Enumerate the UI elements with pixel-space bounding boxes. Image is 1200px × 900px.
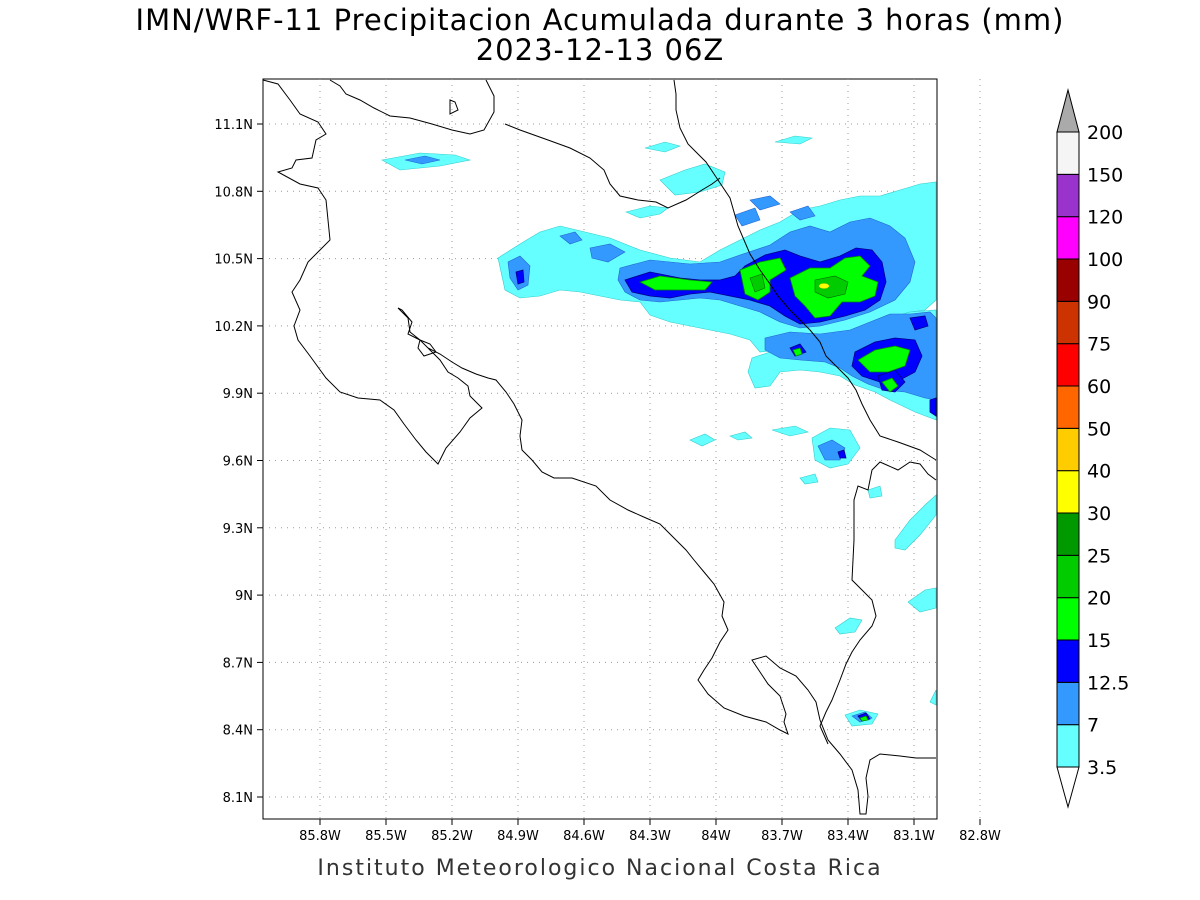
precipitation-field bbox=[381, 135, 937, 727]
colorbar-label: 50 bbox=[1087, 418, 1111, 440]
tick-label-lon: 83.7W bbox=[761, 829, 803, 844]
tick-label-lon: 84.6W bbox=[563, 829, 605, 844]
colorbar-segment bbox=[1056, 173, 1080, 218]
colorbar-segment bbox=[1056, 512, 1080, 556]
colorbar-segment bbox=[1056, 681, 1080, 726]
tick-label-lat: 11.1N bbox=[214, 118, 253, 133]
tick-label-lat: 10.8N bbox=[214, 185, 253, 200]
tick-label-lon: 83.4W bbox=[827, 829, 869, 844]
tick-label-lon: 85.2W bbox=[431, 829, 473, 844]
colorbar-label: 150 bbox=[1087, 164, 1123, 186]
colorbar-segment bbox=[1056, 258, 1080, 302]
tick-label-lon: 82.8W bbox=[959, 829, 1001, 844]
tick-label-lat: 9N bbox=[235, 589, 253, 604]
colorbar-segment bbox=[1056, 427, 1080, 472]
tick-label-lat: 9.6N bbox=[223, 455, 253, 470]
colorbar-upper-arrow bbox=[1056, 88, 1080, 133]
map-title: IMN/WRF-11 Precipitacion Acumulada duran… bbox=[135, 3, 1065, 37]
colorbar: 3.5 7 12.5 15 20 25 30 40 50 60 75 90 100 120 150 200 bbox=[1056, 88, 1129, 809]
colorbar-label: 30 bbox=[1087, 503, 1111, 525]
tick-label-lon: 85.5W bbox=[365, 829, 407, 844]
tick-label-lat: 8.1N bbox=[223, 791, 253, 806]
colorbar-segment bbox=[1056, 639, 1080, 683]
colorbar-label: 7 bbox=[1087, 715, 1099, 737]
colorbar-segment bbox=[1056, 554, 1080, 599]
tick-label-lon: 85.8W bbox=[299, 829, 341, 844]
colorbar-label: 100 bbox=[1087, 249, 1123, 271]
tick-label-lat: 9.9N bbox=[223, 387, 253, 402]
colorbar-segment bbox=[1056, 216, 1080, 260]
tick-label-lat: 10.5N bbox=[214, 253, 253, 268]
colorbar-segment bbox=[1056, 724, 1080, 768]
colorbar-segment bbox=[1056, 131, 1080, 175]
map-subtitle-date: 2023-12-13 06Z bbox=[475, 33, 725, 67]
colorbar-segment bbox=[1056, 385, 1080, 429]
tick-label-lon: 84.3W bbox=[629, 829, 671, 844]
colorbar-segment bbox=[1056, 343, 1080, 387]
colorbar-label: 3.5 bbox=[1087, 757, 1117, 779]
colorbar-label: 90 bbox=[1087, 291, 1111, 313]
coastline bbox=[262, 79, 937, 815]
colorbar-label: 60 bbox=[1087, 376, 1111, 398]
colorbar-label: 12.5 bbox=[1087, 672, 1129, 694]
map-footer-credit: Instituto Meteorologico Nacional Costa R… bbox=[317, 856, 883, 881]
colorbar-lower-arrow bbox=[1056, 766, 1080, 809]
tick-label-lat: 10.2N bbox=[214, 320, 253, 335]
tick-label-lon: 83.1W bbox=[893, 829, 935, 844]
tick-label-lat: 8.7N bbox=[223, 656, 253, 671]
tick-label-lat: 9.3N bbox=[223, 522, 253, 537]
colorbar-label: 40 bbox=[1087, 461, 1111, 483]
colorbar-label: 25 bbox=[1087, 545, 1111, 567]
axis-ticks: 85.8W 85.5W 85.2W 84.9W 84.6W 84.3W 84W 83.7W 83… bbox=[214, 118, 1001, 844]
colorbar-label: 120 bbox=[1087, 207, 1123, 229]
tick-label-lon: 84W bbox=[701, 829, 731, 844]
colorbar-label: 200 bbox=[1087, 122, 1123, 144]
tick-label-lon: 84.9W bbox=[497, 829, 539, 844]
colorbar-segment bbox=[1056, 470, 1080, 514]
colorbar-label: 20 bbox=[1087, 588, 1111, 610]
colorbar-label: 75 bbox=[1087, 334, 1111, 356]
tick-label-lat: 8.4N bbox=[223, 724, 253, 739]
colorbar-segment bbox=[1056, 300, 1080, 345]
colorbar-segment bbox=[1056, 597, 1080, 641]
colorbar-label: 15 bbox=[1087, 630, 1111, 652]
